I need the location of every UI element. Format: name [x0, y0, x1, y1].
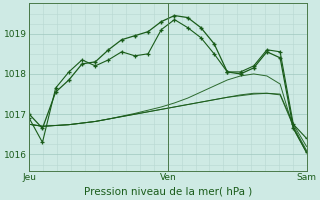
X-axis label: Pression niveau de la mer( hPa ): Pression niveau de la mer( hPa )	[84, 187, 252, 197]
